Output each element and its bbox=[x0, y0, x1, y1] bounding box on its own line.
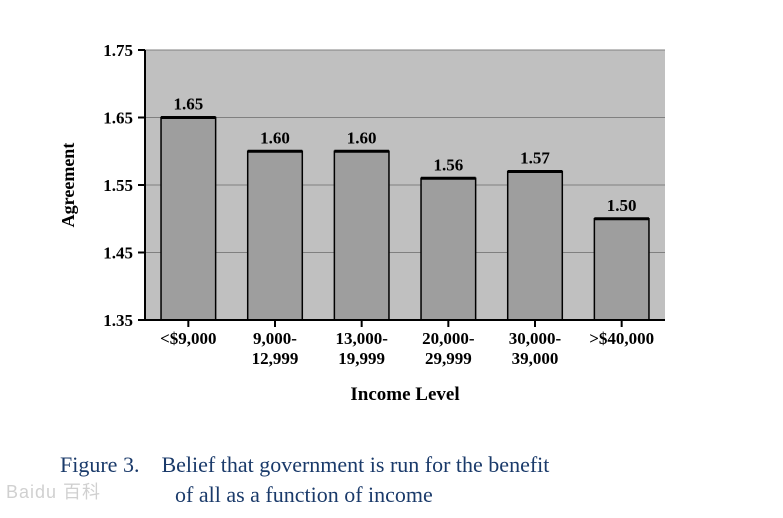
svg-text:>$40,000: >$40,000 bbox=[589, 329, 654, 348]
svg-text:1.55: 1.55 bbox=[103, 176, 133, 195]
svg-text:29,999: 29,999 bbox=[425, 349, 472, 368]
watermark: Baidu 百科 bbox=[6, 478, 101, 504]
svg-text:1.57: 1.57 bbox=[520, 149, 550, 168]
svg-text:1.60: 1.60 bbox=[347, 128, 377, 147]
svg-text:12,999: 12,999 bbox=[252, 349, 299, 368]
svg-text:1.75: 1.75 bbox=[103, 41, 133, 60]
svg-text:1.60: 1.60 bbox=[260, 128, 290, 147]
svg-text:1.65: 1.65 bbox=[173, 95, 203, 114]
svg-text:1.35: 1.35 bbox=[103, 311, 133, 330]
caption-label: Figure 3. bbox=[60, 452, 139, 477]
svg-text:1.50: 1.50 bbox=[607, 196, 637, 215]
caption-text-2: of all as a function of income bbox=[60, 480, 720, 510]
caption-text-1: Belief that government is run for the be… bbox=[161, 452, 549, 477]
svg-text:13,000-: 13,000- bbox=[335, 329, 388, 348]
svg-text:1.65: 1.65 bbox=[103, 109, 133, 128]
svg-text:1.45: 1.45 bbox=[103, 244, 133, 263]
svg-text:39,000: 39,000 bbox=[512, 349, 559, 368]
svg-text:1.56: 1.56 bbox=[433, 155, 463, 174]
svg-text:Income Level: Income Level bbox=[350, 384, 459, 405]
svg-text:9,000-: 9,000- bbox=[253, 329, 297, 348]
svg-text:19,999: 19,999 bbox=[338, 349, 385, 368]
agreement-bar-chart: 1.35 1.45 1.55 1.65 1.75 1.65 <$9,000 1.60 9,000… bbox=[50, 20, 680, 420]
figure-caption: Figure 3. Belief that government is run … bbox=[60, 450, 720, 509]
svg-text:<$9,000: <$9,000 bbox=[160, 329, 216, 348]
svg-text:30,000-: 30,000- bbox=[509, 329, 562, 348]
svg-text:Agreement: Agreement bbox=[58, 143, 78, 228]
svg-text:20,000-: 20,000- bbox=[422, 329, 475, 348]
